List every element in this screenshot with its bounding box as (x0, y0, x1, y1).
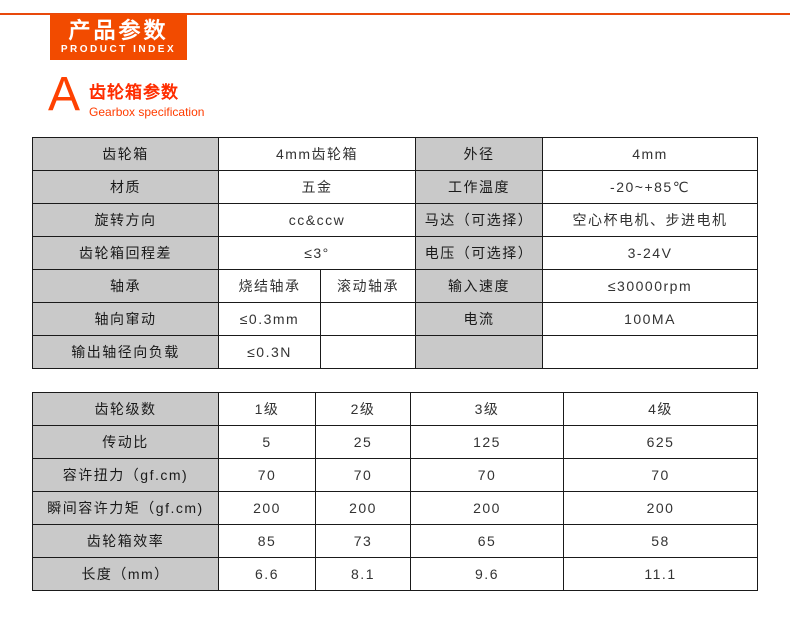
table-header-row: 齿轮级数 1级 2级 3级 4级 (32, 392, 758, 426)
banner-title-en: PRODUCT INDEX (60, 43, 177, 55)
section-letter-a: A (48, 68, 81, 121)
value-cell: 8.1 (315, 557, 411, 591)
table-row: 齿轮箱效率 85 73 65 58 (32, 524, 758, 558)
value-cell: 4mm齿轮箱 (218, 137, 416, 171)
label-cell: 齿轮箱 (32, 137, 219, 171)
label-cell: 电压（可选择） (415, 236, 543, 270)
value-cell: cc&ccw (218, 203, 416, 237)
label-cell: 工作温度 (415, 170, 543, 204)
value-cell: 9.6 (410, 557, 564, 591)
table-row: 旋转方向 cc&ccw 马达（可选择） 空心杯电机、步进电机 (32, 203, 758, 237)
value-cell: 11.1 (563, 557, 758, 591)
value-cell: 烧结轴承 (218, 269, 321, 303)
label-cell: 齿轮箱回程差 (32, 236, 219, 270)
header-cell: 1级 (218, 392, 316, 426)
label-cell: 输入速度 (415, 269, 543, 303)
value-cell: 滚动轴承 (320, 269, 416, 303)
value-cell: ≤0.3mm (218, 302, 321, 336)
table-row: 齿轮箱回程差 ≤3° 电压（可选择） 3-24V (32, 236, 758, 270)
top-divider-line (0, 13, 790, 15)
header-cell: 4级 (563, 392, 758, 426)
table-row: 长度（mm） 6.6 8.1 9.6 11.1 (32, 557, 758, 591)
label-cell: 齿轮箱效率 (32, 524, 219, 558)
value-cell (542, 335, 758, 369)
label-cell: 轴承 (32, 269, 219, 303)
value-cell (320, 302, 416, 336)
value-cell: 200 (315, 491, 411, 525)
value-cell: 200 (563, 491, 758, 525)
value-cell: 70 (563, 458, 758, 492)
label-cell: 容许扭力（gf.cm) (32, 458, 219, 492)
label-cell: 齿轮级数 (32, 392, 219, 426)
value-cell: 58 (563, 524, 758, 558)
value-cell (320, 335, 416, 369)
value-cell: -20~+85℃ (542, 170, 758, 204)
gear-stage-table: 齿轮级数 1级 2级 3级 4级 传动比 5 25 125 625 容许扭力（g… (32, 392, 758, 591)
table-row: 输出轴径向负载 ≤0.3N (32, 335, 758, 369)
label-cell: 旋转方向 (32, 203, 219, 237)
label-cell: 输出轴径向负载 (32, 335, 219, 369)
gearbox-spec-table: 齿轮箱 4mm齿轮箱 外径 4mm 材质 五金 工作温度 -20~+85℃ 旋转… (32, 137, 758, 369)
table-row: 材质 五金 工作温度 -20~+85℃ (32, 170, 758, 204)
value-cell: 200 (410, 491, 564, 525)
label-cell: 瞬间容许力矩（gf.cm) (32, 491, 219, 525)
value-cell: ≤0.3N (218, 335, 321, 369)
value-cell: 100MA (542, 302, 758, 336)
value-cell: 65 (410, 524, 564, 558)
value-cell: ≤3° (218, 236, 416, 270)
label-cell: 轴向窜动 (32, 302, 219, 336)
value-cell: 3-24V (542, 236, 758, 270)
header-cell: 2级 (315, 392, 411, 426)
value-cell: 4mm (542, 137, 758, 171)
table-row: 传动比 5 25 125 625 (32, 425, 758, 459)
value-cell: 85 (218, 524, 316, 558)
section-title-en: Gearbox specification (89, 105, 205, 119)
section-title-cn: 齿轮箱参数 (89, 83, 180, 102)
table-row: 轴向窜动 ≤0.3mm 电流 100MA (32, 302, 758, 336)
section-heading: A 齿轮箱参数 Gearbox specification (48, 68, 204, 121)
value-cell: 五金 (218, 170, 416, 204)
product-index-banner: 产品参数 PRODUCT INDEX (50, 14, 187, 60)
value-cell: ≤30000rpm (542, 269, 758, 303)
value-cell: 70 (315, 458, 411, 492)
value-cell: 70 (218, 458, 316, 492)
value-cell: 200 (218, 491, 316, 525)
value-cell: 25 (315, 425, 411, 459)
label-cell: 外径 (415, 137, 543, 171)
label-cell (415, 335, 543, 369)
section-titles: 齿轮箱参数 Gearbox specification (89, 78, 204, 119)
table-row: 齿轮箱 4mm齿轮箱 外径 4mm (32, 137, 758, 171)
table-row: 瞬间容许力矩（gf.cm) 200 200 200 200 (32, 491, 758, 525)
label-cell: 传动比 (32, 425, 219, 459)
value-cell: 空心杯电机、步进电机 (542, 203, 758, 237)
label-cell: 电流 (415, 302, 543, 336)
label-cell: 材质 (32, 170, 219, 204)
table-row: 容许扭力（gf.cm) 70 70 70 70 (32, 458, 758, 492)
value-cell: 5 (218, 425, 316, 459)
label-cell: 马达（可选择） (415, 203, 543, 237)
banner-title-cn: 产品参数 (68, 18, 169, 44)
label-cell: 长度（mm） (32, 557, 219, 591)
table-row: 轴承 烧结轴承 滚动轴承 输入速度 ≤30000rpm (32, 269, 758, 303)
value-cell: 70 (410, 458, 564, 492)
header-cell: 3级 (410, 392, 564, 426)
value-cell: 73 (315, 524, 411, 558)
value-cell: 6.6 (218, 557, 316, 591)
value-cell: 625 (563, 425, 758, 459)
value-cell: 125 (410, 425, 564, 459)
